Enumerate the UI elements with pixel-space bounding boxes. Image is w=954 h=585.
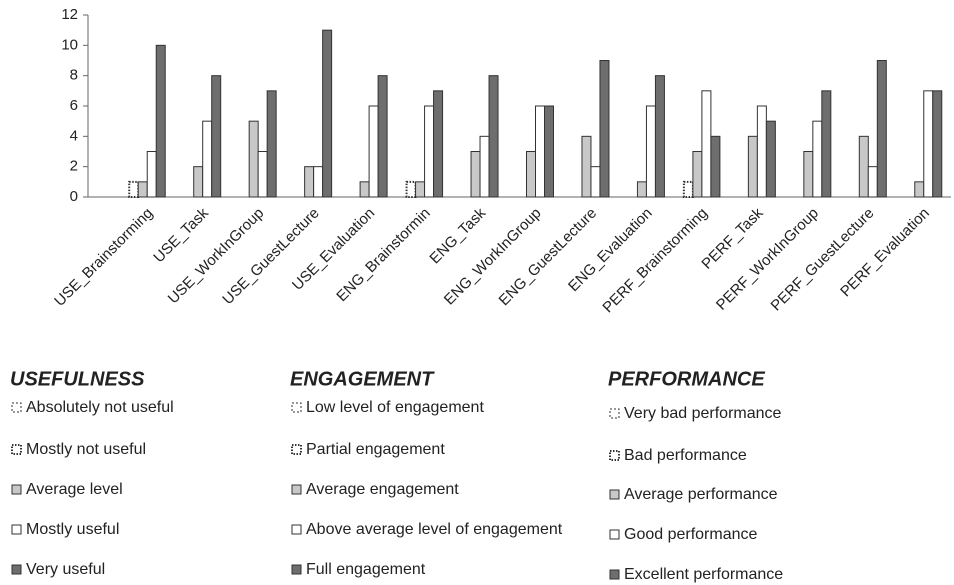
- bar: [747, 135, 758, 198]
- bar: [137, 181, 148, 198]
- bar: [248, 120, 259, 198]
- legend-swatch: [609, 408, 620, 419]
- bar: [710, 135, 721, 198]
- bar: [211, 75, 222, 198]
- bar: [128, 180, 140, 198]
- bar: [377, 75, 388, 198]
- bar: [433, 90, 444, 198]
- bar: [405, 180, 417, 198]
- bar: [424, 105, 435, 198]
- bar: [932, 90, 943, 198]
- legend-item: Above average level of engagement: [306, 521, 563, 538]
- y-tick-label: 4: [70, 127, 78, 144]
- legend-swatch: [11, 524, 22, 535]
- bar: [756, 105, 767, 198]
- x-tick-label: USE_WorkInGroup: [165, 205, 268, 308]
- bar: [867, 166, 878, 198]
- legend-item: Excellent performance: [624, 566, 783, 583]
- legend-swatch: [291, 524, 302, 535]
- bar: [701, 90, 712, 198]
- legend-item: Very useful: [26, 561, 105, 578]
- legend-item: Low level of engagement: [306, 399, 484, 416]
- legend-title: ENGAGEMENT: [290, 368, 435, 390]
- y-tick-label: 6: [70, 97, 78, 114]
- legend-item: Very bad performance: [624, 405, 782, 422]
- bar: [654, 75, 665, 198]
- bar: [415, 181, 426, 198]
- x-tick-label: USE_Brainstorming: [51, 205, 156, 310]
- x-tick-label: PERF_WorkInGroup: [713, 205, 822, 314]
- legend-swatch: [11, 564, 22, 575]
- x-tick-label: PERF_Brainstorming: [599, 205, 711, 317]
- bar: [923, 90, 934, 198]
- bar: [812, 120, 823, 198]
- legend-title: PERFORMANCE: [608, 368, 765, 390]
- bar: [914, 181, 925, 198]
- y-tick-label: 10: [61, 36, 78, 53]
- bar: [636, 181, 647, 198]
- legend-item: Average engagement: [306, 481, 459, 498]
- bar: [202, 120, 213, 198]
- bar: [488, 75, 499, 198]
- bar: [765, 120, 776, 198]
- bar: [692, 151, 703, 198]
- x-tick-label: USE_GuestLecture: [219, 205, 322, 308]
- bar: [313, 166, 324, 198]
- bar: [359, 181, 370, 198]
- legend-swatch: [11, 402, 22, 413]
- legend-swatch: [11, 484, 22, 495]
- bar: [821, 90, 832, 198]
- y-tick-label: 0: [70, 188, 78, 205]
- bar: [876, 60, 887, 198]
- y-tick-label: 2: [70, 158, 78, 175]
- bar: [146, 151, 157, 198]
- x-tick-label: ENG_GuestLecture: [496, 205, 601, 310]
- bar: [304, 166, 315, 198]
- bar: [581, 135, 592, 198]
- x-tick-label: ENG_WorkInGroup: [441, 205, 545, 309]
- bar: [803, 151, 814, 198]
- bar: [544, 105, 554, 198]
- bar: [193, 166, 204, 198]
- bar: [682, 180, 694, 198]
- legend-swatch: [609, 450, 620, 461]
- y-tick-label: 8: [70, 67, 78, 84]
- legend-swatch: [291, 444, 302, 455]
- legend-item: Average performance: [624, 486, 778, 503]
- bar: [526, 151, 536, 198]
- legend-item: Partial engagement: [306, 441, 445, 458]
- bar: [535, 105, 545, 198]
- bar: [590, 166, 601, 198]
- bar: [266, 90, 277, 198]
- bar: [858, 135, 869, 198]
- bar: [155, 44, 166, 198]
- bar: [368, 105, 379, 198]
- legend-swatch: [609, 489, 620, 500]
- y-tick-label: 12: [61, 6, 78, 23]
- x-tick-label: ENG_Brainstormin: [333, 205, 433, 305]
- legend-swatch: [11, 444, 22, 455]
- legend-item: Absolutely not useful: [26, 399, 174, 416]
- bar: [645, 105, 656, 198]
- legend-item: Bad performance: [624, 447, 747, 464]
- bar: [479, 135, 490, 198]
- legend-item: Mostly not useful: [26, 441, 146, 458]
- bar: [257, 151, 268, 198]
- legend-title: USEFULNESS: [10, 368, 145, 390]
- bar: [599, 60, 610, 198]
- legend-swatch: [291, 484, 302, 495]
- legend-swatch: [291, 402, 302, 413]
- legend-item: Average level: [26, 481, 123, 498]
- legend-item: Mostly useful: [26, 521, 119, 538]
- legend-item: Good performance: [624, 526, 758, 543]
- bar: [470, 151, 481, 198]
- legend-swatch: [609, 529, 620, 540]
- bar: [322, 29, 333, 198]
- legend-item: Full engagement: [306, 561, 426, 578]
- legend-swatch: [291, 564, 302, 575]
- legend-swatch: [609, 569, 620, 580]
- x-tick-label: PERF_GuestLecture: [768, 205, 878, 315]
